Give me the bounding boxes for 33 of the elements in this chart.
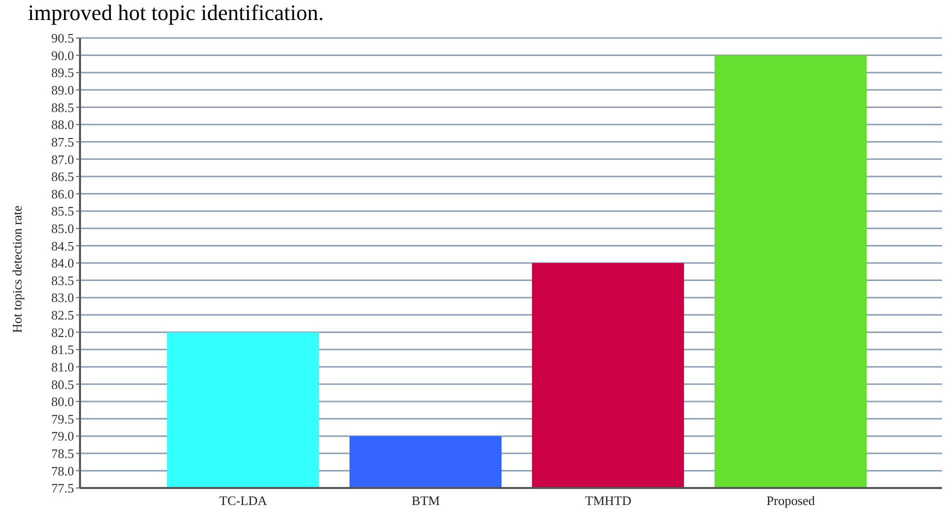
- y-tick-label: 78.0: [51, 463, 74, 478]
- y-tick-label: 84.5: [51, 238, 74, 254]
- x-tick-label: BTM: [412, 493, 440, 508]
- y-tick-label: 85.0: [51, 221, 74, 236]
- x-tick-label: TC-LDA: [219, 493, 268, 508]
- y-tick-label: 83.5: [51, 272, 74, 288]
- y-tick-label: 82.5: [51, 308, 74, 323]
- y-tick-label: 88.5: [51, 100, 74, 115]
- x-tick-label: Proposed: [766, 493, 816, 508]
- text: improved hot topic identification.: [28, 0, 324, 26]
- y-tick-label: 80.5: [51, 376, 74, 392]
- y-tick-label: 89.5: [51, 65, 74, 80]
- y-tick-label: 78.5: [51, 446, 74, 461]
- y-tick-label: 89.0: [51, 82, 74, 98]
- y-tick-label: 87.0: [51, 152, 74, 167]
- x-tick-label: TMHTD: [585, 493, 632, 508]
- y-tick-label: 84.0: [51, 256, 74, 271]
- y-tick-label: 79.0: [51, 428, 74, 444]
- y-tick-label: 87.5: [51, 134, 74, 150]
- y-tick-label: 82.0: [51, 324, 74, 340]
- y-tick-label: 90.5: [51, 30, 74, 46]
- y-tick-label: 86.0: [51, 186, 74, 202]
- y-tick-label: 90.0: [51, 48, 74, 63]
- y-tick-label: 88.0: [51, 117, 74, 132]
- y-tick-label: 81.5: [51, 342, 74, 358]
- y-axis-title: Hot topics detection rate: [10, 205, 25, 333]
- y-tick-label: 81.0: [51, 359, 74, 374]
- y-tick-label: 86.5: [51, 169, 74, 184]
- y-tick-label: 83.0: [51, 290, 74, 306]
- y-tick-label: 77.5: [51, 480, 74, 496]
- y-tick-label: 85.5: [51, 204, 74, 219]
- y-tick-label: 80.0: [51, 394, 74, 410]
- y-tick-label: 79.5: [51, 411, 74, 426]
